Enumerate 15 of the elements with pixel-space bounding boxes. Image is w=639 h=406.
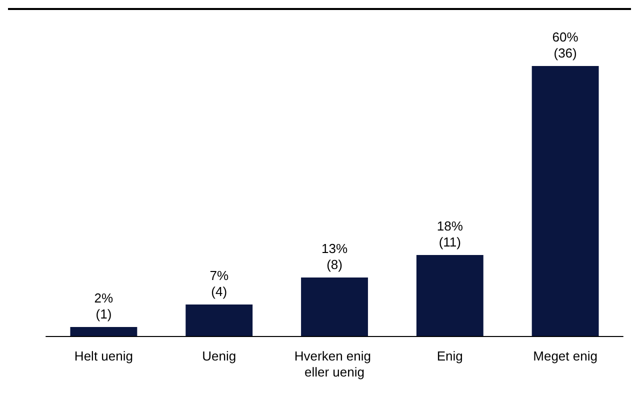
data-label: 2% (1) — [94, 290, 114, 322]
x-tick-label: Hverken enig eller uenig — [294, 348, 375, 380]
data-label: 13% (8) — [321, 241, 348, 272]
bar — [186, 304, 253, 336]
data-label: 7% (4) — [210, 268, 229, 299]
bar — [301, 278, 368, 336]
bar — [416, 255, 484, 336]
data-label: 18% (11) — [436, 218, 464, 250]
x-tick-label: Helt uenig — [74, 348, 133, 364]
bar — [532, 66, 599, 336]
bar — [70, 327, 138, 336]
x-tick-label: Meget enig — [533, 348, 598, 364]
x-tick-label: Uenig — [202, 348, 236, 364]
x-tick-label: Enig — [436, 348, 463, 364]
data-label: 60% (36) — [552, 30, 579, 60]
